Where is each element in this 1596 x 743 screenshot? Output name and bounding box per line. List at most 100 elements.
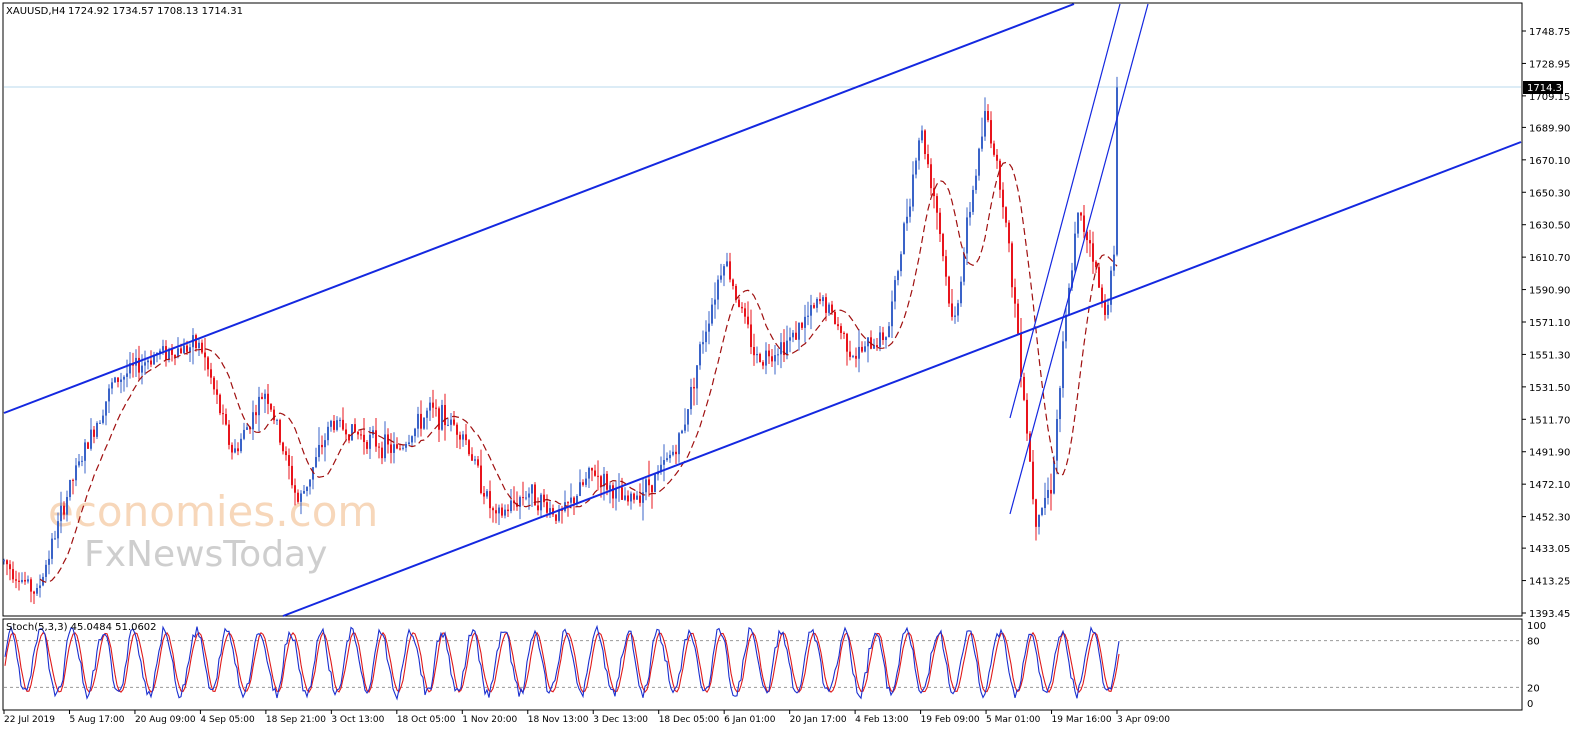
candle-body <box>858 346 860 359</box>
candle-body <box>111 382 113 389</box>
candle-body <box>1038 514 1040 527</box>
candle-body <box>141 365 143 373</box>
candle-body <box>699 344 701 366</box>
candle-body <box>837 324 839 327</box>
candle-body <box>975 175 977 190</box>
candle-body <box>324 440 326 448</box>
candle-body <box>690 386 692 410</box>
candle-body <box>747 316 749 325</box>
time-tick-label: 4 Sep 05:00 <box>200 715 255 725</box>
price-tick-label: 1393.45 <box>1529 609 1570 620</box>
candle-body <box>678 433 680 455</box>
candle-body <box>1017 303 1019 334</box>
candle-body <box>687 409 689 425</box>
candle-body <box>921 130 923 141</box>
price-tick-label: 1452.30 <box>1529 513 1570 524</box>
candle-body <box>243 429 245 439</box>
candle-body <box>204 352 206 358</box>
candle-body <box>423 417 425 429</box>
candle-body <box>720 275 722 280</box>
candle-body <box>960 281 962 304</box>
candle-body <box>828 304 830 313</box>
moving-average-line <box>39 161 1118 583</box>
candle-body <box>78 461 80 466</box>
candle-body <box>993 143 995 155</box>
candle-body <box>543 494 545 503</box>
candle-body <box>1098 267 1100 288</box>
time-tick-label: 3 Dec 13:00 <box>593 715 648 725</box>
candle-body <box>846 333 848 352</box>
candle-body <box>513 500 515 504</box>
candle-body <box>447 424 449 426</box>
time-tick-label: 22 Jul 2019 <box>4 715 55 725</box>
candle-body <box>1086 231 1088 241</box>
candle-body <box>834 311 836 325</box>
price-tick-label: 1590.90 <box>1529 286 1570 297</box>
candle-body <box>786 340 788 356</box>
candle-body <box>21 579 23 582</box>
time-tick-label: 6 Jan 01:00 <box>724 715 776 725</box>
candle-body <box>471 454 473 461</box>
candle-body <box>726 261 728 267</box>
stoch-main-line <box>4 624 1120 701</box>
candle-body <box>234 448 236 453</box>
candle-body <box>936 196 938 213</box>
candle-body <box>405 444 407 448</box>
candle-body <box>375 430 377 447</box>
candle-body <box>216 389 218 395</box>
candle-body <box>183 345 185 354</box>
candle-body <box>225 414 227 425</box>
candle-body <box>105 401 107 416</box>
price-tick-label: 1689.90 <box>1529 123 1570 134</box>
candle-body <box>729 261 731 280</box>
candle-body <box>87 442 89 449</box>
candle-body <box>666 458 668 461</box>
candle-body <box>714 299 716 305</box>
price-tick-label: 1610.70 <box>1529 253 1570 264</box>
candle-body <box>942 234 944 257</box>
time-tick-label: 20 Jan 17:00 <box>790 715 847 725</box>
candle-body <box>45 564 47 577</box>
candle-body <box>36 588 38 594</box>
candle-body <box>480 465 482 494</box>
candle-body <box>60 505 62 522</box>
price-tick-label: 1650.30 <box>1529 188 1570 199</box>
candle-body <box>453 419 455 425</box>
candle-body <box>534 484 536 506</box>
time-tick-label: 18 Dec 05:00 <box>659 715 720 725</box>
candle-body <box>891 301 893 327</box>
time-tick-label: 19 Mar 16:00 <box>1052 715 1112 725</box>
candle-body <box>1116 87 1118 255</box>
candle-body <box>1071 270 1073 288</box>
candle-body <box>114 377 116 383</box>
candle-body <box>768 350 770 357</box>
candle-body <box>753 347 755 356</box>
candle-body <box>861 346 863 352</box>
candle-body <box>231 444 233 453</box>
time-tick-label: 18 Sep 21:00 <box>266 715 326 725</box>
price-tick-label: 1433.05 <box>1529 544 1570 555</box>
candle-body <box>1047 489 1049 498</box>
channel-upper-line <box>3 3 1075 414</box>
candle-body <box>546 502 548 513</box>
candle-body <box>291 465 293 486</box>
candle-body <box>642 492 644 503</box>
candle-body <box>393 444 395 453</box>
candle-body <box>381 447 383 459</box>
candle-body <box>1005 207 1007 223</box>
candle-body <box>1080 212 1082 216</box>
candle-body <box>396 444 398 449</box>
candle-body <box>159 350 161 353</box>
candle-body <box>918 140 920 161</box>
candle-body <box>537 505 539 511</box>
candle-body <box>507 509 509 512</box>
candle-body <box>240 438 242 452</box>
candle-body <box>915 160 917 175</box>
candle-body <box>759 353 761 363</box>
candle-body <box>909 206 911 217</box>
price-tick-label: 1709.15 <box>1529 92 1570 103</box>
candle-body <box>75 465 77 481</box>
candle-body <box>432 402 434 408</box>
candle-body <box>741 306 743 309</box>
candle-body <box>1077 212 1079 234</box>
